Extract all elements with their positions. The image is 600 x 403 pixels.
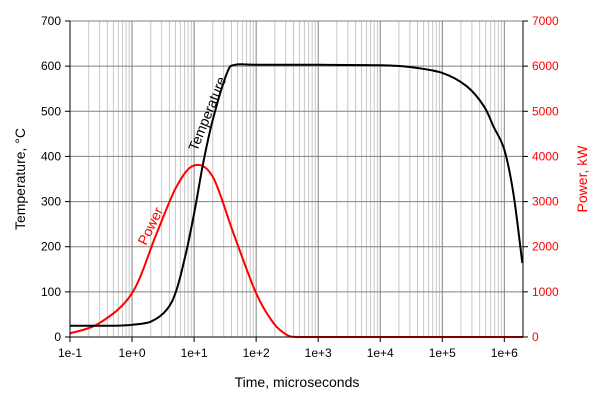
x-tick-label: 1e-1	[58, 346, 82, 360]
x-tick-label: 1e+3	[305, 346, 332, 360]
y2-tick-label: 5000	[532, 104, 559, 118]
x-tick-label: 1e+6	[491, 346, 518, 360]
series-line-temperature	[69, 63, 524, 327]
x-tick-label: 1e+0	[119, 346, 146, 360]
y-tick-label: 500	[41, 104, 61, 118]
y-tick-label: 0	[54, 330, 61, 344]
y-tick-label: 700	[41, 14, 61, 28]
y2-tick-label: 4000	[532, 149, 559, 163]
grid	[69, 20, 524, 338]
y-tick-label: 100	[41, 285, 61, 299]
x-tick-label: 1e+5	[429, 346, 456, 360]
y2-tick-label: 2000	[532, 240, 559, 254]
y-tick-label: 600	[41, 59, 61, 73]
x-tick-label: 1e+1	[181, 346, 208, 360]
y2-tick-label: 7000	[532, 14, 559, 28]
axes: 1e-1 1e+0 1e+1 1e+2 1e+3 1e+4 1e+5 1e+6 0 100 200 3…	[41, 14, 559, 360]
y-axis-label: Temperature, °C	[12, 128, 28, 230]
series-layer	[69, 63, 524, 339]
y-tick-label: 200	[41, 240, 61, 254]
x-tick-label: 1e+4	[367, 346, 394, 360]
y2-tick-label: 6000	[532, 59, 559, 73]
y2-axis-label: Power, kW	[574, 145, 590, 213]
x-tick-label: 1e+2	[243, 346, 270, 360]
series-line-power	[69, 163, 523, 339]
x-axis-label: Time, microseconds	[235, 374, 360, 390]
y2-tick-label: 3000	[532, 195, 559, 209]
y-tick-label: 400	[41, 149, 61, 163]
y-tick-label: 300	[41, 195, 61, 209]
y2-tick-label: 1000	[532, 285, 559, 299]
y2-tick-label: 0	[532, 330, 539, 344]
